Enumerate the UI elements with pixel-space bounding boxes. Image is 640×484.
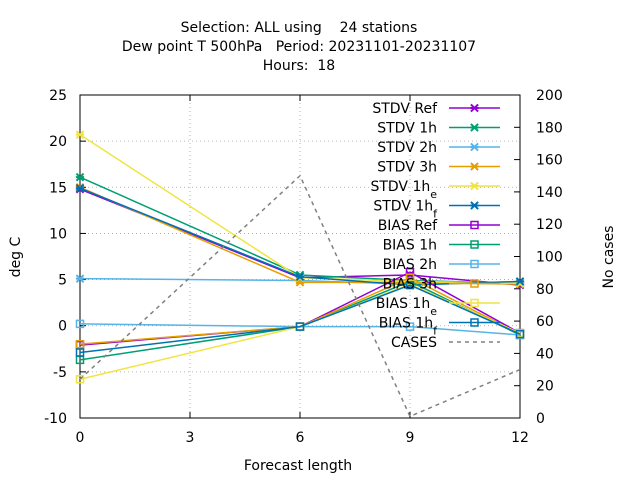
y2-tick-label: 100 xyxy=(536,250,563,266)
legend-label-5: STDV 1hf xyxy=(373,199,438,221)
y2-tick-label: 180 xyxy=(536,120,563,136)
y-tick-label: 0 xyxy=(58,319,67,335)
legend-marker-9 xyxy=(470,279,479,288)
series-point-1 xyxy=(75,172,85,182)
x-tick-label: 12 xyxy=(511,430,529,446)
series-line-4 xyxy=(79,134,521,285)
series-line-9 xyxy=(79,276,521,345)
legend-label-8: BIAS 2h xyxy=(383,257,437,273)
legend-marker-4 xyxy=(470,181,479,191)
y-tick-label: -10 xyxy=(44,411,67,427)
legend-label-12: CASES xyxy=(391,335,437,351)
y-tick-label: 20 xyxy=(49,134,67,150)
series-point-4 xyxy=(75,130,85,139)
x-axis-label: Forecast length xyxy=(244,458,352,474)
legend-label-1: STDV 1h xyxy=(377,121,437,137)
y-axis-label: deg C xyxy=(8,236,24,277)
legend-marker-0 xyxy=(470,103,479,113)
series-point-6 xyxy=(405,267,415,277)
series-line-7 xyxy=(79,280,521,361)
series-point-10 xyxy=(75,374,85,384)
series-point-11 xyxy=(75,348,85,357)
series-point-5 xyxy=(75,183,85,193)
legend-marker-7 xyxy=(470,240,479,249)
y2-tick-label: 160 xyxy=(536,153,563,169)
legend-marker-5 xyxy=(470,201,479,210)
chart-title-line-3: Hours: 18 xyxy=(263,58,335,74)
y-tick-label: 25 xyxy=(49,88,67,104)
series-point-11 xyxy=(405,280,415,290)
series-point-11 xyxy=(295,322,305,331)
y2-tick-label: 40 xyxy=(536,346,554,362)
series-point-5 xyxy=(515,277,525,286)
series-point-8 xyxy=(75,319,85,329)
y2-tick-label: 120 xyxy=(536,217,563,233)
legend-label-0: STDV Ref xyxy=(372,101,438,117)
y-tick-label: -5 xyxy=(53,365,67,381)
legend-marker-6 xyxy=(470,220,479,230)
series-point-9 xyxy=(75,339,85,349)
legend-label-2: STDV 2h xyxy=(377,140,437,156)
legend-label-11: BIAS 1hf xyxy=(379,316,438,338)
legend-label-subscript: f xyxy=(433,324,438,337)
x-tick-label: 3 xyxy=(186,430,195,446)
chart-title-line-1: Selection: ALL using 24 stations xyxy=(181,20,418,36)
legend-label-6: BIAS Ref xyxy=(378,218,438,234)
legend-label-9: BIAS 3h xyxy=(383,277,437,293)
series-line-12 xyxy=(79,174,521,418)
legend-marker-8 xyxy=(470,259,479,269)
y-tick-label: 15 xyxy=(49,180,67,196)
y2-tick-label: 20 xyxy=(536,379,554,395)
y2-tick-label: 140 xyxy=(536,185,563,201)
series-point-11 xyxy=(515,329,525,339)
y-tick-label: 5 xyxy=(58,273,67,289)
legend-marker-2 xyxy=(470,142,479,152)
legend-marker-11 xyxy=(470,318,479,327)
y2-tick-label: 0 xyxy=(536,411,545,427)
legend-marker-3 xyxy=(470,162,479,171)
series-line-8 xyxy=(79,323,521,336)
legend-label-4: STDV 1he xyxy=(370,179,437,201)
x-tick-label: 6 xyxy=(296,430,305,446)
legend-label-subscript: e xyxy=(430,188,437,201)
legend-label-3: STDV 3h xyxy=(377,160,437,176)
legend-label-7: BIAS 1h xyxy=(383,238,437,254)
legend-label-10: BIAS 1he xyxy=(376,296,437,318)
y2-tick-label: 200 xyxy=(536,88,563,104)
series-line-0 xyxy=(79,188,521,286)
y2-tick-label: 80 xyxy=(536,282,554,298)
chart-title-line-2: Dew point T 500hPa Period: 20231101-2023… xyxy=(122,39,476,55)
series-line-11 xyxy=(79,284,521,354)
series-point-5 xyxy=(295,272,305,282)
y2-axis-label: No cases xyxy=(601,226,617,289)
plot-area: 0 3 6 9 12 -10 -5 0 5 10 15 20 25 0 20 40 60 80 100 120 140 1… xyxy=(44,88,563,446)
y2-tick-label: 60 xyxy=(536,314,554,330)
x-tick-label: 9 xyxy=(406,430,415,446)
legend-marker-10 xyxy=(470,298,479,308)
legend-marker-1 xyxy=(470,123,479,132)
series-line-5 xyxy=(79,187,521,286)
y-tick-label: 10 xyxy=(49,226,67,242)
legend-label-subscript: e xyxy=(430,305,437,318)
legend-label-subscript: f xyxy=(433,207,438,220)
series-point-2 xyxy=(75,274,85,283)
x-tick-label: 0 xyxy=(76,430,85,446)
series-point-8 xyxy=(405,322,415,331)
